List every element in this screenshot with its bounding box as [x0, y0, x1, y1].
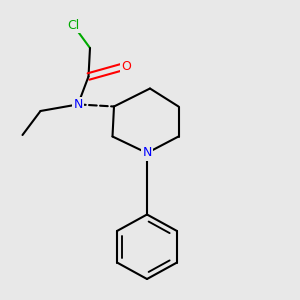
- Text: N: N: [142, 146, 152, 160]
- Text: O: O: [121, 59, 131, 73]
- Text: N: N: [73, 98, 83, 111]
- Text: Cl: Cl: [68, 19, 80, 32]
